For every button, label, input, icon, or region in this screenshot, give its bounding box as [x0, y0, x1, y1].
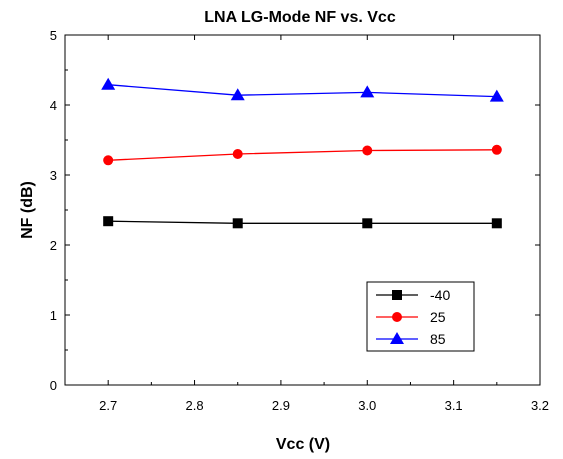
legend-item: 25 — [376, 309, 446, 325]
data-point — [362, 218, 373, 229]
x-tick-label: 2.8 — [186, 398, 204, 413]
series-line — [108, 84, 497, 98]
data-point — [362, 145, 373, 156]
data-point — [360, 85, 375, 98]
x-tick-label: 2.9 — [272, 398, 290, 413]
y-tick-label: 2 — [50, 238, 57, 253]
y-tick-label: 4 — [50, 98, 57, 113]
data-point — [489, 89, 504, 102]
legend-label: 85 — [430, 331, 446, 347]
data-point — [491, 218, 502, 229]
legend: -40 25 85 — [366, 281, 475, 352]
y-tick-label: 1 — [50, 308, 57, 323]
legend-label: 25 — [430, 309, 446, 325]
data-point — [232, 218, 243, 229]
legend-label: -40 — [430, 287, 450, 303]
data-point — [230, 88, 245, 101]
legend-marker — [392, 312, 402, 322]
legend-item: 85 — [376, 331, 446, 347]
y-tick-label: 3 — [50, 168, 57, 183]
data-point — [103, 216, 114, 227]
y-tick-label: 5 — [50, 28, 57, 43]
x-tick-label: 3.1 — [445, 398, 463, 413]
data-point — [101, 77, 116, 90]
data-point — [103, 155, 114, 166]
y-axis: 0 1 2 3 4 5 — [50, 28, 540, 393]
x-tick-label: 3.2 — [531, 398, 549, 413]
x-tick-label: 3.0 — [358, 398, 376, 413]
x-tick-label: 2.7 — [99, 398, 117, 413]
x-axis-label: Vcc (V) — [276, 436, 330, 453]
y-tick-label: 0 — [50, 378, 57, 393]
data-point — [491, 144, 502, 155]
data-point — [232, 149, 243, 159]
legend-marker — [390, 332, 404, 344]
chart-title: LNA LG-Mode NF vs. Vcc — [204, 9, 396, 26]
series-layer — [101, 77, 504, 229]
series-square — [103, 216, 502, 229]
legend-marker — [392, 290, 402, 300]
y-axis-label: NF (dB) — [19, 181, 36, 239]
series-triangle — [101, 77, 504, 102]
series-circle — [103, 144, 502, 166]
x-axis: 2.7 2.8 2.9 3.0 3.1 3.2 — [64, 35, 549, 413]
series-line — [108, 149, 497, 161]
series-line — [108, 220, 497, 224]
legend-item: -40 — [376, 287, 450, 303]
